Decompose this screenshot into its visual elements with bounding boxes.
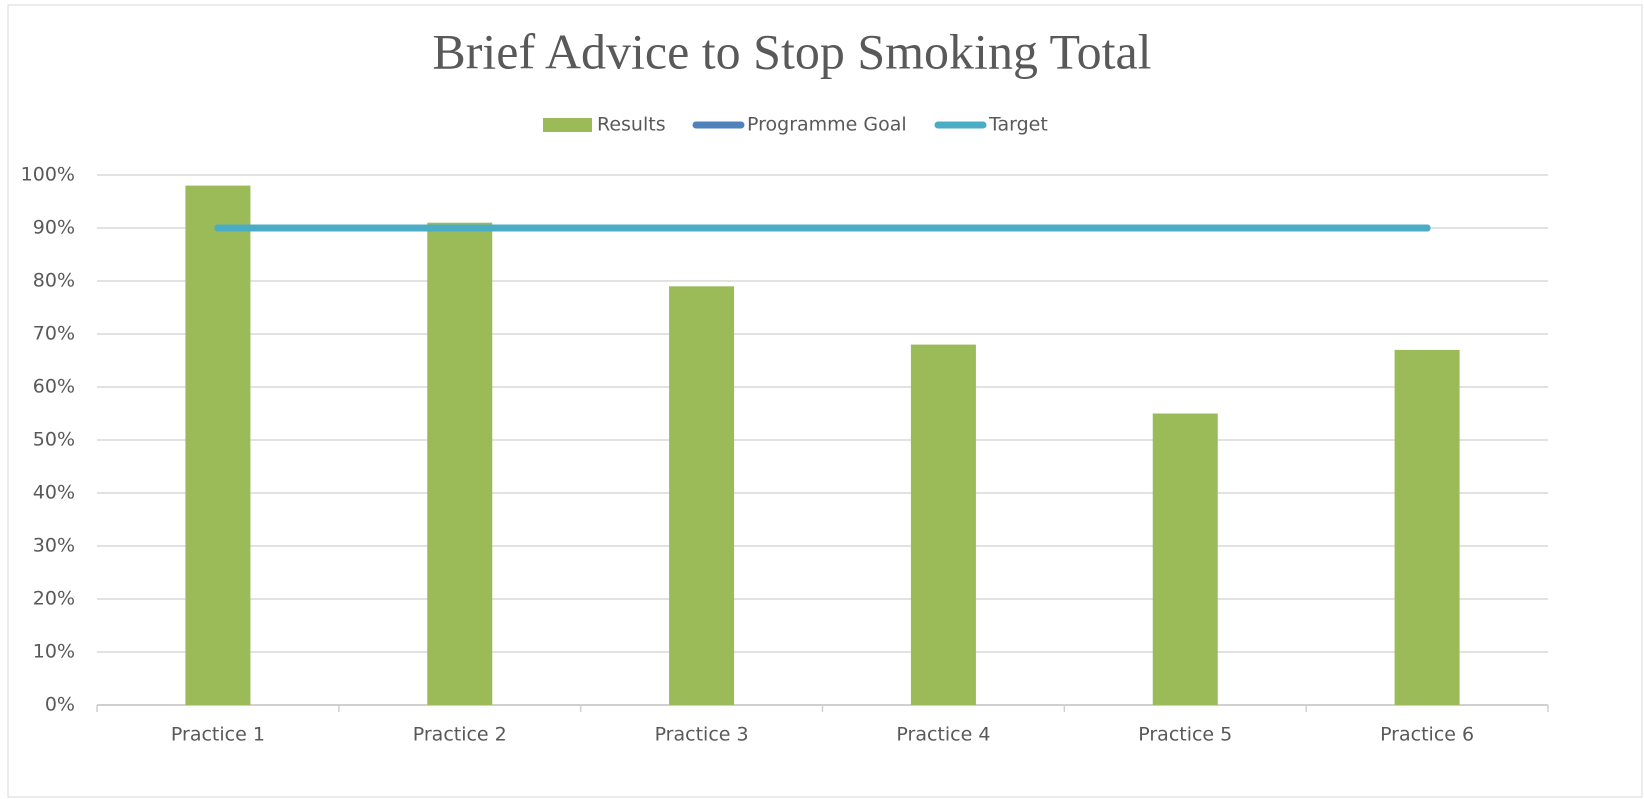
chart-title: Brief Advice to Stop Smoking Total [432,23,1151,79]
y-tick-label: 90% [33,217,75,239]
bar [669,286,735,705]
y-tick-label: 50% [33,429,75,451]
legend-swatch [543,118,592,132]
x-tick-label: Practice 2 [413,724,507,746]
x-tick-label: Practice 5 [1138,724,1232,746]
y-tick-label: 40% [33,482,75,504]
bar [427,222,493,705]
bar [1152,413,1218,705]
legend-label: Programme Goal [747,114,907,136]
y-tick-label: 0% [45,694,75,716]
x-tick-label: Practice 3 [655,724,749,746]
bar [910,344,976,705]
bar [185,185,251,706]
legend-label: Target [988,114,1048,136]
legend-label: Results [597,114,666,136]
bar [1394,349,1460,705]
x-tick-label: Practice 4 [896,724,990,746]
y-tick-label: 80% [33,270,75,292]
y-tick-label: 60% [33,376,75,398]
y-tick-label: 30% [33,535,75,557]
y-tick-label: 70% [33,323,75,345]
y-tick-label: 10% [33,641,75,663]
y-tick-label: 100% [21,164,75,186]
y-tick-label: 20% [33,588,75,610]
x-tick-label: Practice 1 [171,724,265,746]
chart-border [7,4,1643,798]
x-tick-label: Practice 6 [1380,724,1474,746]
